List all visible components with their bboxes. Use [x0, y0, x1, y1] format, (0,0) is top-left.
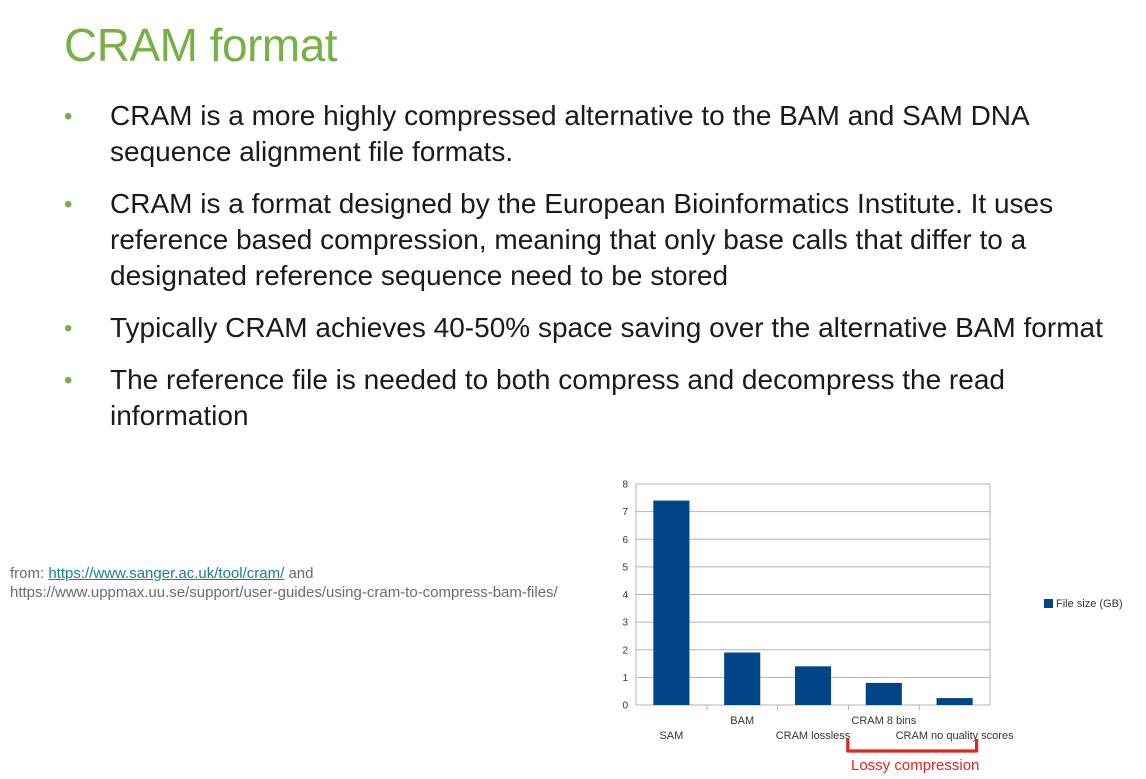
source-middle: and — [284, 565, 314, 582]
bullet-icon: • — [64, 103, 73, 130]
bar — [865, 682, 902, 705]
bar — [724, 652, 761, 705]
source-url-text: https://www.uppmax.uu.se/support/user-gu… — [10, 584, 558, 601]
bullet-list: • CRAM is a more highly compressed alter… — [64, 98, 1104, 450]
bullet-text: The reference file is needed to both com… — [110, 364, 1005, 431]
y-tick-label: 0 — [622, 701, 628, 712]
lossy-bracket — [846, 739, 979, 753]
bullet-item: • The reference file is needed to both c… — [64, 362, 1104, 434]
slide-title: CRAM format — [64, 19, 338, 71]
lossy-compression-label: Lossy compression — [851, 757, 980, 774]
bullet-icon: • — [64, 191, 73, 218]
bullet-icon: • — [64, 367, 73, 394]
y-tick-label: 6 — [622, 535, 628, 546]
legend-label: File size (GB) — [1056, 598, 1123, 610]
chart-legend: File size (GB) — [1044, 598, 1123, 610]
legend-swatch-icon — [1044, 599, 1053, 608]
bar — [653, 500, 690, 705]
source-prefix: from: — [10, 565, 49, 582]
y-tick-label: 7 — [622, 507, 628, 518]
bullet-icon: • — [64, 315, 73, 342]
y-tick-label: 8 — [622, 480, 628, 491]
x-category-label: SAM — [659, 730, 683, 742]
y-tick-label: 2 — [622, 645, 628, 656]
bullet-item: • Typically CRAM achieves 40-50% space s… — [64, 310, 1104, 346]
y-tick-label: 3 — [622, 618, 628, 629]
bullet-item: • CRAM is a more highly compressed alter… — [64, 98, 1104, 170]
bar — [936, 698, 973, 705]
x-category-label: CRAM 8 bins — [851, 715, 916, 727]
x-category-label: CRAM no quality scores — [896, 730, 1014, 742]
source-citation: from: https://www.sanger.ac.uk/tool/cram… — [10, 564, 570, 602]
bullet-text: Typically CRAM achieves 40-50% space sav… — [110, 312, 1103, 343]
bullet-item: • CRAM is a format designed by the Europ… — [64, 186, 1104, 294]
source-link[interactable]: https://www.sanger.ac.uk/tool/cram/ — [48, 565, 285, 582]
y-tick-label: 5 — [622, 562, 628, 573]
y-tick-label: 4 — [622, 590, 628, 601]
bullet-text: CRAM is a more highly compressed alterna… — [110, 100, 1029, 167]
x-category-label: BAM — [730, 715, 754, 727]
x-category-label: CRAM lossless — [776, 730, 851, 742]
bullet-text: CRAM is a format designed by the Europea… — [110, 188, 1054, 291]
y-tick-label: 1 — [622, 673, 628, 684]
bar — [794, 666, 832, 705]
